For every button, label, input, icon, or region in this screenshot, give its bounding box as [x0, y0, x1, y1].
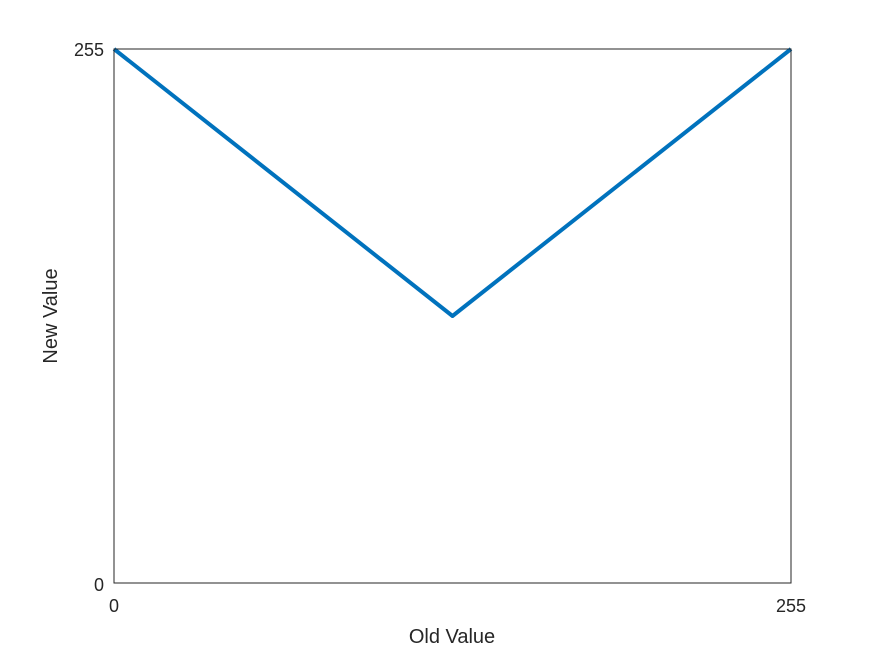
x-axis-label: Old Value	[409, 626, 495, 648]
y-tick-label-bottom: 0	[94, 575, 104, 595]
y-axis-label: New Value	[40, 268, 62, 363]
series-layer	[112, 47, 793, 318]
y-tick-label-top: 255	[74, 40, 104, 60]
plot-frame	[113, 48, 792, 584]
x-tick-label-right: 255	[776, 596, 806, 616]
series-line-0	[112, 47, 793, 318]
x-tick-label-left: 0	[109, 596, 119, 616]
